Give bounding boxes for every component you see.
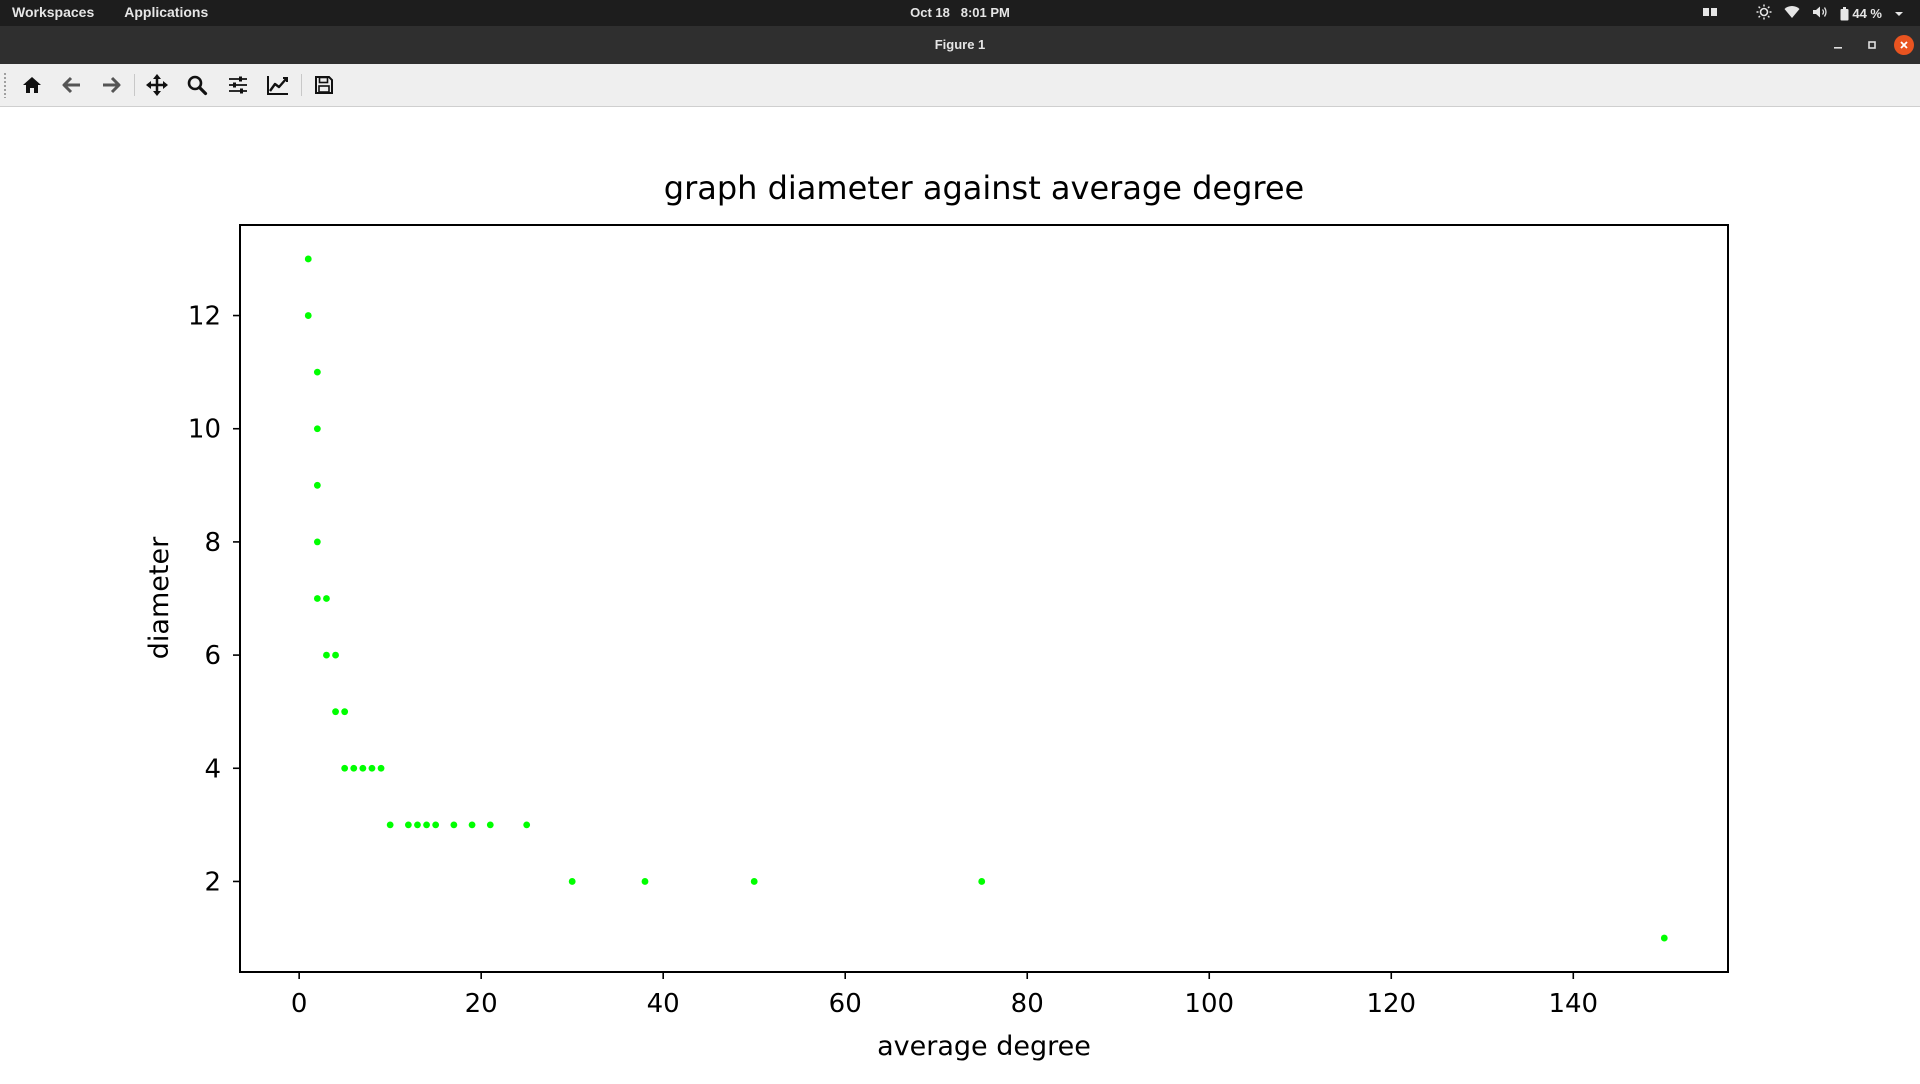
toolbar-grip-handle[interactable] [3,72,7,98]
window-switcher-icon[interactable] [1702,6,1718,21]
x-tick-label: 0 [291,989,308,1019]
scatter-chart[interactable]: graph diameter against average degree 0 2… [0,107,1920,1080]
data-point [368,764,376,772]
configure-subplots-button[interactable] [224,72,252,98]
pan-button[interactable] [143,72,171,98]
zoom-button[interactable] [183,72,211,98]
x-tick-label: 60 [829,989,862,1019]
y-tick-label: 12 [188,302,221,332]
chart-title: graph diameter against average degree [664,169,1304,207]
toolbar-separator [301,74,302,96]
data-point [486,821,494,829]
system-top-bar: Workspaces Applications Oct 18 8:01 PM 4… [0,0,1920,26]
maximize-button[interactable] [1862,35,1882,55]
x-tick-label: 100 [1184,989,1234,1019]
data-point [377,764,385,772]
subplots-config-icon [229,76,247,94]
figure-canvas[interactable]: graph diameter against average degree 0 2… [0,107,1920,1084]
y-tick-label: 4 [204,754,221,784]
clock-time: 8:01 PM [960,5,1010,20]
data-point [641,878,649,885]
data-point [304,255,312,263]
data-point [313,481,321,489]
data-point [468,821,476,829]
clock[interactable]: Oct 18 8:01 PM [910,5,1010,20]
zoom-icon [187,75,208,96]
data-point [332,708,339,716]
data-point [404,821,412,829]
maximize-icon [1868,41,1876,49]
plot-area-frame [239,224,1729,973]
data-point [304,312,312,319]
data-point [341,708,349,716]
workspaces-menu[interactable]: Workspaces [12,4,95,20]
window-title-bar[interactable]: Figure 1 [0,26,1920,64]
data-point [414,821,421,829]
x-tick-label: 140 [1548,989,1598,1019]
matplotlib-toolbar [0,64,1920,107]
x-tick-label: 120 [1366,989,1416,1019]
x-tick-label: 40 [647,989,680,1019]
data-point [323,651,330,659]
pan-icon [146,74,168,96]
volume-icon[interactable] [1812,5,1828,22]
toolbar-separator [134,74,135,96]
scatter-points [304,255,1668,942]
back-button[interactable] [58,72,86,98]
data-point [313,595,321,602]
x-axis-ticks: 0 20 40 60 80 100 120 140 [291,972,1598,1019]
brightness-icon[interactable] [1756,4,1772,23]
data-point [386,821,394,829]
data-point [313,368,321,376]
y-axis-label: diameter [144,536,175,659]
wifi-icon[interactable] [1784,5,1800,22]
data-point [323,595,330,602]
clock-date: Oct 18 [910,5,950,20]
close-button[interactable] [1894,35,1914,55]
y-tick-label: 2 [204,867,221,897]
data-point [750,878,758,885]
data-point [313,538,321,546]
close-icon [1900,41,1908,49]
axes-edit-icon [267,76,288,95]
data-point [978,878,986,885]
y-tick-label: 8 [204,528,221,558]
data-point [450,821,458,829]
minimize-icon [1834,47,1842,49]
y-tick-label: 10 [188,415,221,445]
x-tick-label: 20 [465,989,498,1019]
home-icon [23,77,41,93]
battery-icon[interactable]: 44 % [1840,6,1882,21]
data-point [1660,934,1668,942]
data-point [313,425,321,433]
data-point [568,878,576,885]
system-menu-chevron-down-icon[interactable] [1894,6,1904,21]
data-point [432,821,440,829]
x-axis-label: average degree [877,1031,1091,1062]
home-button[interactable] [18,72,46,98]
edit-axes-button[interactable] [264,72,292,98]
data-point [350,764,358,772]
data-point [523,821,531,829]
save-button[interactable] [310,72,338,98]
battery-percentage: 44 % [1852,6,1882,21]
minimize-button[interactable] [1828,35,1848,55]
back-arrow-icon [62,76,80,94]
forward-arrow-icon [103,76,121,94]
forward-button[interactable] [97,72,125,98]
save-icon [315,76,333,94]
x-tick-label: 80 [1011,989,1044,1019]
data-point [423,821,430,829]
y-axis-ticks: 2 4 6 8 10 12 [188,302,240,897]
data-point [341,764,349,772]
data-point [332,651,339,659]
applications-menu[interactable]: Applications [124,4,209,20]
window-title: Figure 1 [934,37,986,52]
y-tick-label: 6 [204,641,221,671]
data-point [359,764,367,772]
